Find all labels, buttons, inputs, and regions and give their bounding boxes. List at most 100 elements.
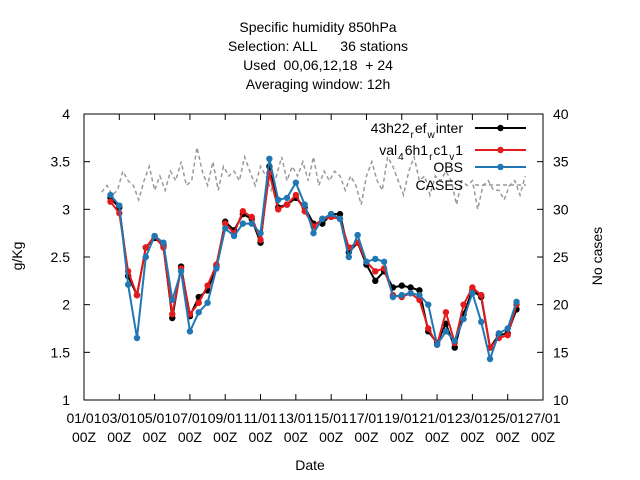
series-point-2 [310, 229, 317, 237]
y2-tick-label: 35 [553, 154, 569, 170]
series-point-1 [283, 201, 291, 208]
series-point-2 [425, 301, 432, 308]
series-point-2 [451, 337, 458, 345]
series-point-2 [257, 229, 264, 237]
legend-label-part: w [427, 130, 436, 141]
series-point-2 [213, 265, 220, 272]
series-point-2 [478, 318, 485, 326]
x-tick-label: 19/01 [384, 410, 419, 426]
x-tick-label: 27/01 [525, 410, 560, 426]
series-point-2 [469, 290, 476, 297]
series-point-2 [319, 215, 326, 223]
series-point-1 [142, 244, 149, 251]
x-tick-label: 07/01 [172, 410, 207, 426]
series-point-2 [504, 325, 511, 332]
series-point-1 [274, 206, 282, 213]
series-point-2 [266, 155, 273, 163]
legend-label-part: v [449, 152, 454, 163]
series-point-2 [230, 232, 238, 240]
series-point-1 [292, 191, 300, 199]
series-point-2 [442, 328, 450, 335]
series-point-2 [274, 196, 282, 203]
x-tick-label: 21/01 [420, 410, 455, 426]
x-tick-label-time: 00Z [178, 429, 203, 445]
y-tick-label: 1 [62, 392, 70, 408]
legend-label-part: r [429, 152, 433, 163]
series-point-0 [372, 277, 379, 285]
x-tick-label: 15/01 [314, 410, 349, 426]
x-tick-label-time: 00Z [107, 429, 132, 445]
x-tick-label-time: 00Z [425, 429, 450, 445]
series-point-1 [222, 220, 229, 227]
title-line-3: Used 00,06,12,18 + 24 [243, 57, 393, 73]
plot-frame [83, 113, 544, 401]
series-point-0 [336, 210, 344, 218]
series-point-2 [283, 194, 291, 202]
series-point-2 [195, 309, 202, 316]
legend-label-part: r [411, 130, 415, 141]
legend-label-part: CASES [416, 177, 463, 193]
x-tick-label-time: 00Z [531, 429, 556, 445]
series-point-1 [107, 198, 114, 205]
series-point-2 [327, 210, 335, 218]
series-point-0 [416, 287, 423, 294]
x-tick-label-time: 00Z [460, 429, 485, 445]
series-point-2 [160, 239, 167, 246]
legend-label-1: val46h1rc1v1 [379, 142, 463, 163]
legend-label-part: OBS [433, 159, 463, 175]
series-point-0 [442, 320, 450, 327]
series-point-2 [460, 315, 467, 323]
x-tick-label-time: 00Z [248, 429, 273, 445]
x-tick-label: 13/01 [278, 410, 313, 426]
series-point-1 [469, 284, 476, 291]
series-point-2 [124, 281, 132, 288]
series-point-2 [513, 298, 520, 306]
series-point-2 [354, 231, 361, 239]
x-tick-label: 05/01 [137, 410, 172, 426]
series-point-2 [345, 253, 353, 261]
series-point-2 [239, 220, 247, 227]
series-point-1 [195, 299, 202, 306]
series-point-0 [451, 344, 458, 351]
series-point-1 [372, 268, 379, 275]
y2-tick-label: 20 [553, 297, 569, 313]
series-point-2 [486, 355, 494, 363]
series-point-1 [442, 309, 450, 316]
series-point-2 [186, 328, 194, 335]
y-tick-label: 3.5 [51, 154, 71, 170]
legend-label-part: inter [436, 120, 464, 136]
x-tick-label: 25/01 [490, 410, 525, 426]
legend-label-part: val [379, 142, 397, 158]
series-point-1 [460, 301, 467, 308]
y-tick-label: 1.5 [51, 344, 71, 360]
series-point-2 [222, 225, 229, 232]
series-point-1 [257, 236, 264, 244]
series-point-2 [107, 191, 114, 199]
series-point-1 [204, 282, 211, 289]
x-tick-label-time: 00Z [284, 429, 309, 445]
legend-marker-2 [497, 163, 504, 171]
y2-tick-label: 15 [553, 344, 569, 360]
x-axis-title: Date [295, 457, 325, 473]
series-point-1 [478, 291, 485, 299]
series-point-1 [425, 325, 432, 332]
series-point-2 [372, 255, 379, 263]
series-point-1 [248, 213, 255, 221]
x-tick-label: 23/01 [455, 410, 490, 426]
x-tick-label-time: 00Z [354, 429, 379, 445]
x-tick-label-time: 00Z [319, 429, 344, 445]
x-tick-label: 11/01 [244, 410, 278, 426]
legend-label-3: CASES [416, 177, 463, 193]
series-point-2 [416, 291, 423, 299]
y2-tick-label: 25 [553, 249, 569, 265]
axis-ticks: 01/0100Z03/0100Z05/0100Z07/0100Z09/0100Z… [51, 106, 569, 445]
series-point-2 [151, 232, 158, 240]
series-point-2 [116, 202, 123, 209]
series-point-2 [389, 293, 397, 301]
x-tick-label-time: 00Z [496, 429, 521, 445]
legend-marker-0 [497, 124, 504, 132]
x-tick-label-time: 00Z [143, 429, 168, 445]
series-point-2 [248, 220, 255, 227]
title-line-2: Selection: ALL 36 stations [228, 38, 408, 54]
